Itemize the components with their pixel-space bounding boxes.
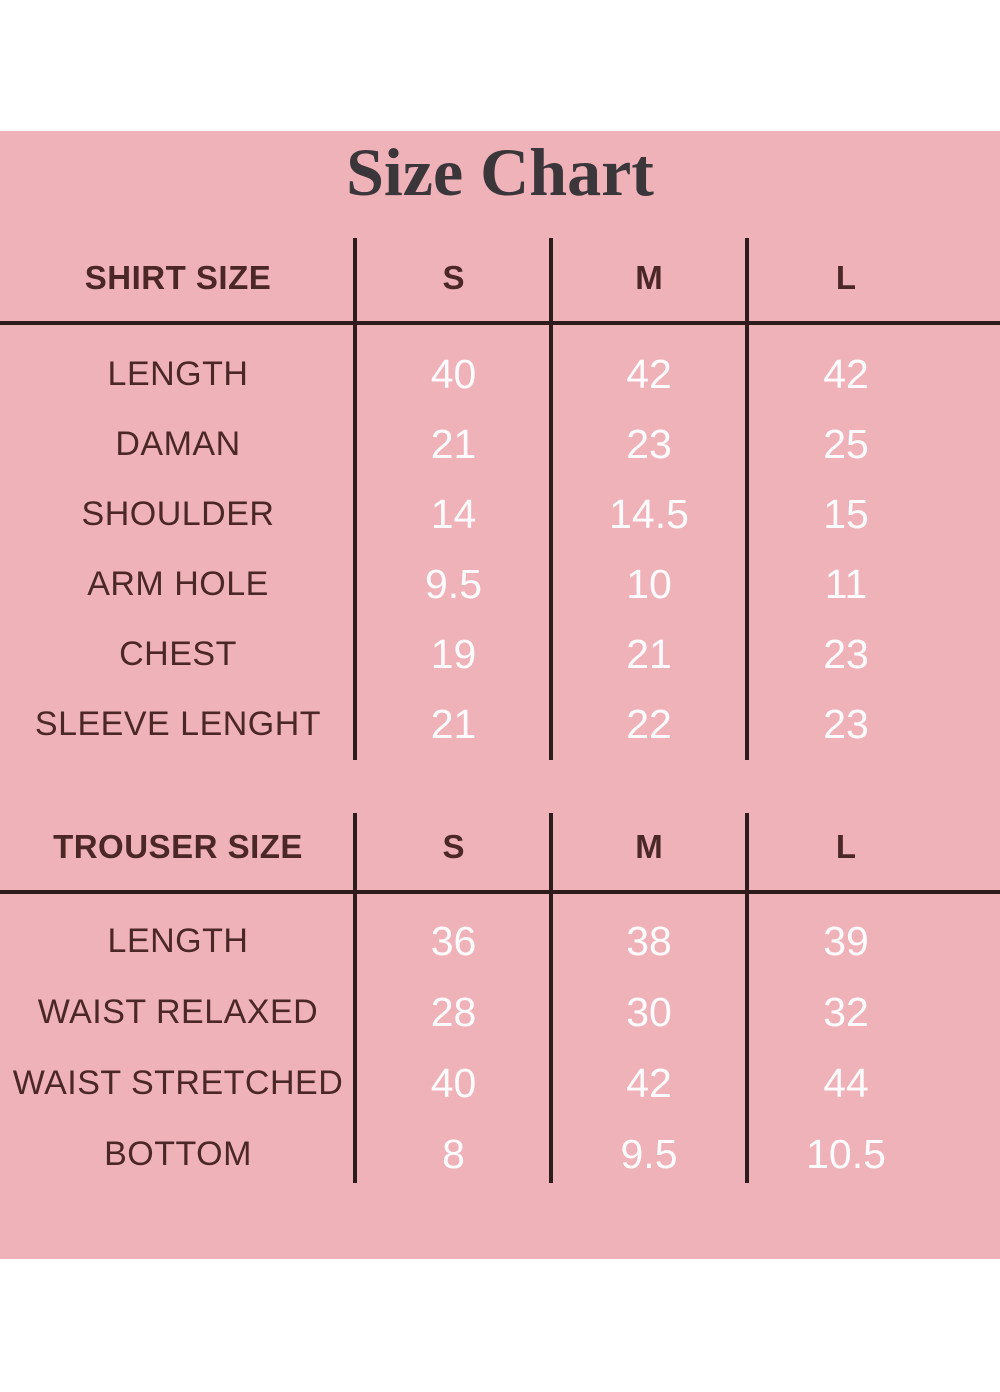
value-l: 42 xyxy=(823,351,869,398)
value-m: 42 xyxy=(626,351,672,398)
shirt-table-body: LENGTH 40 42 42 DAMAN 21 23 25 SHOULDER … xyxy=(0,340,945,760)
value-l: 10.5 xyxy=(806,1130,886,1177)
value-s: 36 xyxy=(430,917,477,964)
value-m: 21 xyxy=(626,631,672,678)
shirt-column-divider-line xyxy=(353,238,357,760)
table-row: SHOULDER 14 14.5 15 xyxy=(0,480,945,550)
trouser-column-divider-line xyxy=(353,813,357,1183)
value-s: 14 xyxy=(430,491,477,538)
row-label: WAIST STRETCHED xyxy=(12,1063,344,1102)
value-m: 42 xyxy=(626,1059,672,1106)
row-label: ARM HOLE xyxy=(87,565,269,604)
trouser-column-header-l: L xyxy=(835,828,857,866)
row-label: WAIST RELAXED xyxy=(37,992,319,1031)
value-l: 23 xyxy=(823,631,869,678)
row-label: SLEEVE LENGHT xyxy=(34,705,322,744)
row-label: BOTTOM xyxy=(104,1134,252,1173)
value-m: 38 xyxy=(626,917,672,964)
trouser-column-header-s: S xyxy=(442,828,465,866)
value-s: 21 xyxy=(430,701,477,748)
value-s: 21 xyxy=(430,421,477,468)
value-m: 10 xyxy=(626,561,672,608)
table-row: DAMAN 21 23 25 xyxy=(0,410,945,480)
shirt-column-header-l: L xyxy=(835,259,857,297)
shirt-header-separator-line xyxy=(0,321,1000,325)
value-s: 40 xyxy=(430,351,477,398)
value-l: 25 xyxy=(823,421,869,468)
table-row: ARM HOLE 9.5 10 11 xyxy=(0,550,945,620)
trouser-column-header-m: M xyxy=(635,828,663,866)
value-s: 40 xyxy=(430,1059,477,1106)
value-m: 14.5 xyxy=(609,491,689,538)
row-label: LENGTH xyxy=(107,921,249,960)
trouser-header-separator-line xyxy=(0,890,1000,894)
value-m: 22 xyxy=(626,701,672,748)
page-title: Size Chart xyxy=(346,134,654,210)
row-label: DAMAN xyxy=(115,425,241,464)
trouser-header-row: TROUSER SIZE S M L xyxy=(0,807,945,888)
table-row: SLEEVE LENGHT 21 22 23 xyxy=(0,690,945,760)
shirt-column-divider-line xyxy=(745,238,749,760)
shirt-size-header: SHIRT SIZE xyxy=(84,259,272,297)
table-row: WAIST STRETCHED 40 42 44 xyxy=(0,1048,945,1119)
trouser-column-divider-line xyxy=(745,813,749,1183)
row-label: CHEST xyxy=(119,635,237,674)
value-l: 23 xyxy=(823,701,869,748)
value-s: 9.5 xyxy=(425,561,482,608)
row-label: SHOULDER xyxy=(81,495,275,534)
value-s: 8 xyxy=(442,1130,465,1177)
pink-panel: Size Chart SHIRT SIZE S M L LENGTH 40 42… xyxy=(0,131,1000,1259)
trouser-size-header: TROUSER SIZE xyxy=(53,828,303,866)
value-l: 39 xyxy=(823,917,869,964)
value-m: 23 xyxy=(626,421,672,468)
shirt-header-row: SHIRT SIZE S M L xyxy=(0,237,945,320)
trouser-table-body: LENGTH 36 38 39 WAIST RELAXED 28 30 32 W… xyxy=(0,906,945,1190)
shirt-column-header-m: M xyxy=(635,259,663,297)
value-m: 9.5 xyxy=(620,1130,678,1177)
trouser-column-divider-line xyxy=(549,813,553,1183)
value-m: 30 xyxy=(626,988,672,1035)
value-s: 19 xyxy=(430,631,477,678)
table-row: CHEST 19 21 23 xyxy=(0,620,945,690)
value-s: 28 xyxy=(430,988,477,1035)
value-l: 11 xyxy=(824,561,868,608)
table-row: WAIST RELAXED 28 30 32 xyxy=(0,977,945,1048)
table-row: LENGTH 40 42 42 xyxy=(0,340,945,410)
table-row: LENGTH 36 38 39 xyxy=(0,906,945,977)
value-l: 15 xyxy=(823,491,869,538)
value-l: 32 xyxy=(823,988,869,1035)
value-l: 44 xyxy=(823,1059,869,1106)
shirt-column-divider-line xyxy=(549,238,553,760)
shirt-column-header-s: S xyxy=(442,259,465,297)
row-label: LENGTH xyxy=(107,355,249,394)
table-row: BOTTOM 8 9.5 10.5 xyxy=(0,1119,945,1190)
